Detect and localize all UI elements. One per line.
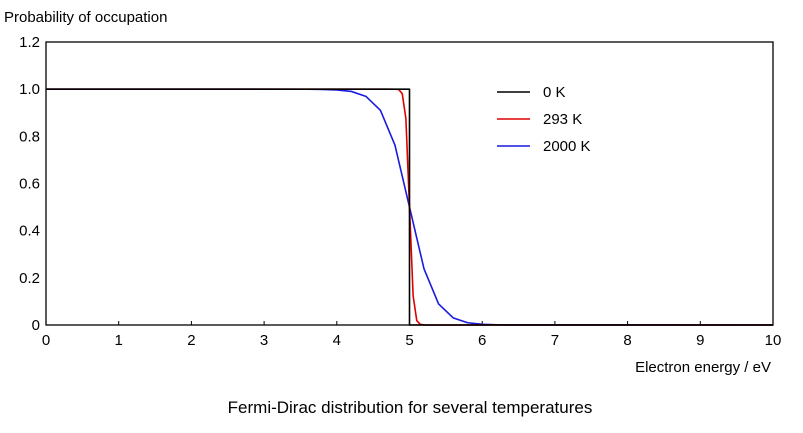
x-tick-label: 2 xyxy=(187,332,195,349)
y-tick-label: 1.2 xyxy=(19,34,40,51)
y-tick-label: 0.8 xyxy=(19,128,40,145)
legend: 0 K 293 K 2000 K xyxy=(497,84,591,155)
y-axis-ticks: 0 0.2 0.4 0.6 0.8 1.0 1.2 xyxy=(19,34,40,334)
legend-label: 2000 K xyxy=(543,138,591,155)
y-tick-label: 0.4 xyxy=(19,223,40,240)
x-axis-ticks: 0 1 2 3 4 5 6 7 8 9 10 xyxy=(42,321,782,349)
x-tick-label: 9 xyxy=(696,332,704,349)
x-tick-label: 4 xyxy=(333,332,341,349)
y-tick-label: 1.0 xyxy=(19,81,40,98)
plot-frame xyxy=(45,41,774,326)
legend-label: 0 K xyxy=(543,84,566,101)
chart-caption: Fermi-Dirac distribution for several tem… xyxy=(228,398,593,417)
legend-label: 293 K xyxy=(543,111,582,128)
x-tick-label: 1 xyxy=(115,332,123,349)
x-tick-label: 7 xyxy=(551,332,559,349)
x-tick-label: 8 xyxy=(623,332,631,349)
series-line-0-k xyxy=(46,88,773,326)
y-tick-label: 0 xyxy=(32,317,40,334)
x-tick-label: 10 xyxy=(765,332,782,349)
series-lines xyxy=(45,88,774,326)
x-axis-label: Electron energy / eV xyxy=(635,359,771,376)
y-tick-label: 0.6 xyxy=(19,176,40,193)
x-tick-label: 6 xyxy=(478,332,486,349)
x-tick-label: 0 xyxy=(42,332,50,349)
x-tick-label: 3 xyxy=(260,332,268,349)
y-tick-label: 0.2 xyxy=(19,270,40,287)
x-tick-label: 5 xyxy=(405,332,413,349)
y-axis-label: Probability of occupation xyxy=(4,9,167,26)
